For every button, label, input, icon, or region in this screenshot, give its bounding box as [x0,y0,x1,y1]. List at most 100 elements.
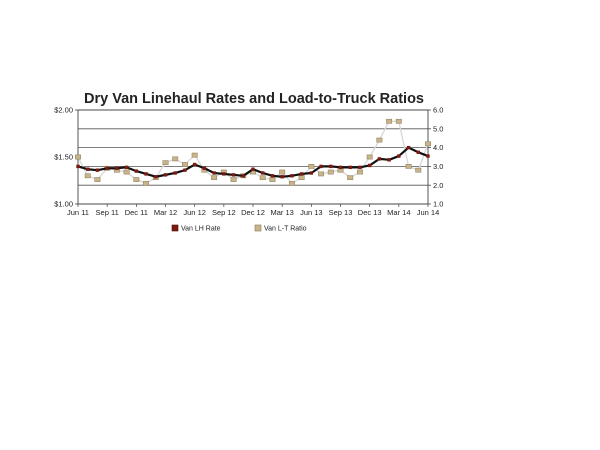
point-van-lh-rate [290,174,294,178]
point-van-lt-ratio [84,173,91,179]
point-van-lt-ratio [366,154,373,160]
point-van-lt-ratio [94,177,101,182]
y-right-tick-label: 4.0 [433,143,443,152]
point-van-lt-ratio [259,175,266,181]
y-right-tick-label: 6.0 [433,106,443,115]
point-van-lh-rate [86,167,90,171]
point-van-lh-rate [134,169,139,173]
point-van-lh-rate [124,165,129,170]
y-left-tick-label: $1.50 [54,153,73,162]
y-right-tick-label: 1.0 [433,200,443,209]
point-van-lh-rate [338,165,343,170]
point-van-lh-rate [95,168,100,172]
point-van-lt-ratio [288,180,295,186]
plot-frame [77,109,429,205]
point-van-lh-rate [280,175,284,179]
x-tick-label: Jun 11 [67,208,89,217]
x-tick-label: Mar 13 [270,208,293,217]
point-van-lh-rate [367,163,372,168]
legend: Van LH Rate Van L-T Ratio [171,224,307,233]
point-van-lh-rate [183,168,187,172]
y-left-tick-label: $1.00 [54,200,73,209]
point-van-lt-ratio [347,175,354,181]
point-van-lh-rate [163,173,168,177]
legend-swatch-van-lt-ratio [254,224,262,232]
x-tick-label: Sep 11 [96,208,119,217]
point-van-lh-rate [270,174,275,178]
point-van-lh-rate [348,165,352,170]
point-van-lt-ratio [191,152,198,158]
x-tick-label: Jun 12 [183,208,206,217]
point-van-lt-ratio [298,175,305,181]
point-van-lt-ratio [211,175,218,181]
x-tick-label: Jun 13 [300,208,323,217]
point-van-lt-ratio [279,169,286,175]
point-van-lh-rate [115,166,119,170]
point-van-lt-ratio [133,177,140,182]
point-van-lh-rate [154,175,158,179]
point-van-lh-rate [416,150,420,154]
legend-label-van-lh-rate: Van LH Rate [181,226,221,233]
x-tick-label: Mar 12 [154,208,177,217]
point-van-lt-ratio [162,160,169,165]
point-van-lt-ratio [415,167,422,173]
point-van-lh-rate [251,167,255,171]
point-van-lt-ratio [230,177,237,182]
point-van-lt-ratio [395,118,402,124]
point-van-lt-ratio [181,162,188,167]
point-van-lh-rate [144,172,148,176]
point-van-lt-ratio [356,169,363,175]
y-axis-right: 1.0 2.0 3.0 4.0 5.0 6.0 [428,106,443,209]
point-van-lt-ratio [405,164,412,169]
point-van-lh-rate [426,154,430,158]
x-tick-label: Dec 11 [125,208,148,217]
point-van-lh-rate [406,145,411,150]
x-axis: Jun 11 Sep 11 Dec 11 Mar 12 Jun 12 Sep 12 Dec … [67,204,439,217]
point-van-lh-rate [212,171,216,175]
x-tick-label: Sep 12 [212,208,236,217]
gridlines [78,109,428,205]
point-van-lt-ratio [425,141,431,147]
point-van-lh-rate [202,166,207,170]
x-tick-label: Sep 13 [329,208,353,217]
point-van-lh-rate [261,171,265,175]
point-van-lt-ratio [269,177,276,182]
point-van-lt-ratio [327,169,334,175]
plot-border [77,109,429,205]
x-tick-label: Jun 14 [417,208,440,217]
point-van-lh-rate [377,157,382,161]
legend-item-van-lh-rate: Van LH Rate [171,224,221,233]
point-van-lt-ratio [386,118,393,124]
point-van-lt-ratio [308,164,315,169]
point-van-lh-rate [241,174,245,178]
point-van-lt-ratio [75,154,81,160]
point-van-lt-ratio [143,180,150,186]
point-van-lh-rate [231,173,236,177]
point-van-lh-rate [192,162,197,167]
point-van-lt-ratio [376,137,383,143]
legend-item-van-lt-ratio: Van L-T Ratio [254,224,307,233]
point-van-lh-rate [76,164,80,169]
point-van-lh-rate [397,154,401,158]
point-van-lh-rate [173,171,177,175]
y-left-tick-label: $2.00 [54,106,73,115]
series-group [75,118,431,186]
y-right-tick-label: 2.0 [433,181,443,190]
point-van-lh-rate [105,166,109,170]
point-van-lt-ratio [172,156,179,162]
legend-swatch-van-lh-rate [171,224,179,232]
legend-label-van-lt-ratio: Van L-T Ratio [264,226,307,233]
point-van-lh-rate [299,172,304,176]
point-van-lh-rate [329,164,333,169]
point-van-lh-rate [387,158,391,162]
point-van-lt-ratio [123,169,130,175]
point-van-lh-rate [319,164,323,169]
y-axis-left: $1.00 $1.50 $2.00 [54,106,78,209]
x-tick-label: Dec 13 [358,208,382,217]
chart-title: Dry Van Linehaul Rates and Load-to-Truck… [84,91,424,107]
x-tick-label: Dec 12 [241,208,265,217]
point-van-lt-ratio [318,171,325,177]
y-right-tick-label: 3.0 [433,162,443,171]
y-right-tick-label: 5.0 [433,124,443,133]
